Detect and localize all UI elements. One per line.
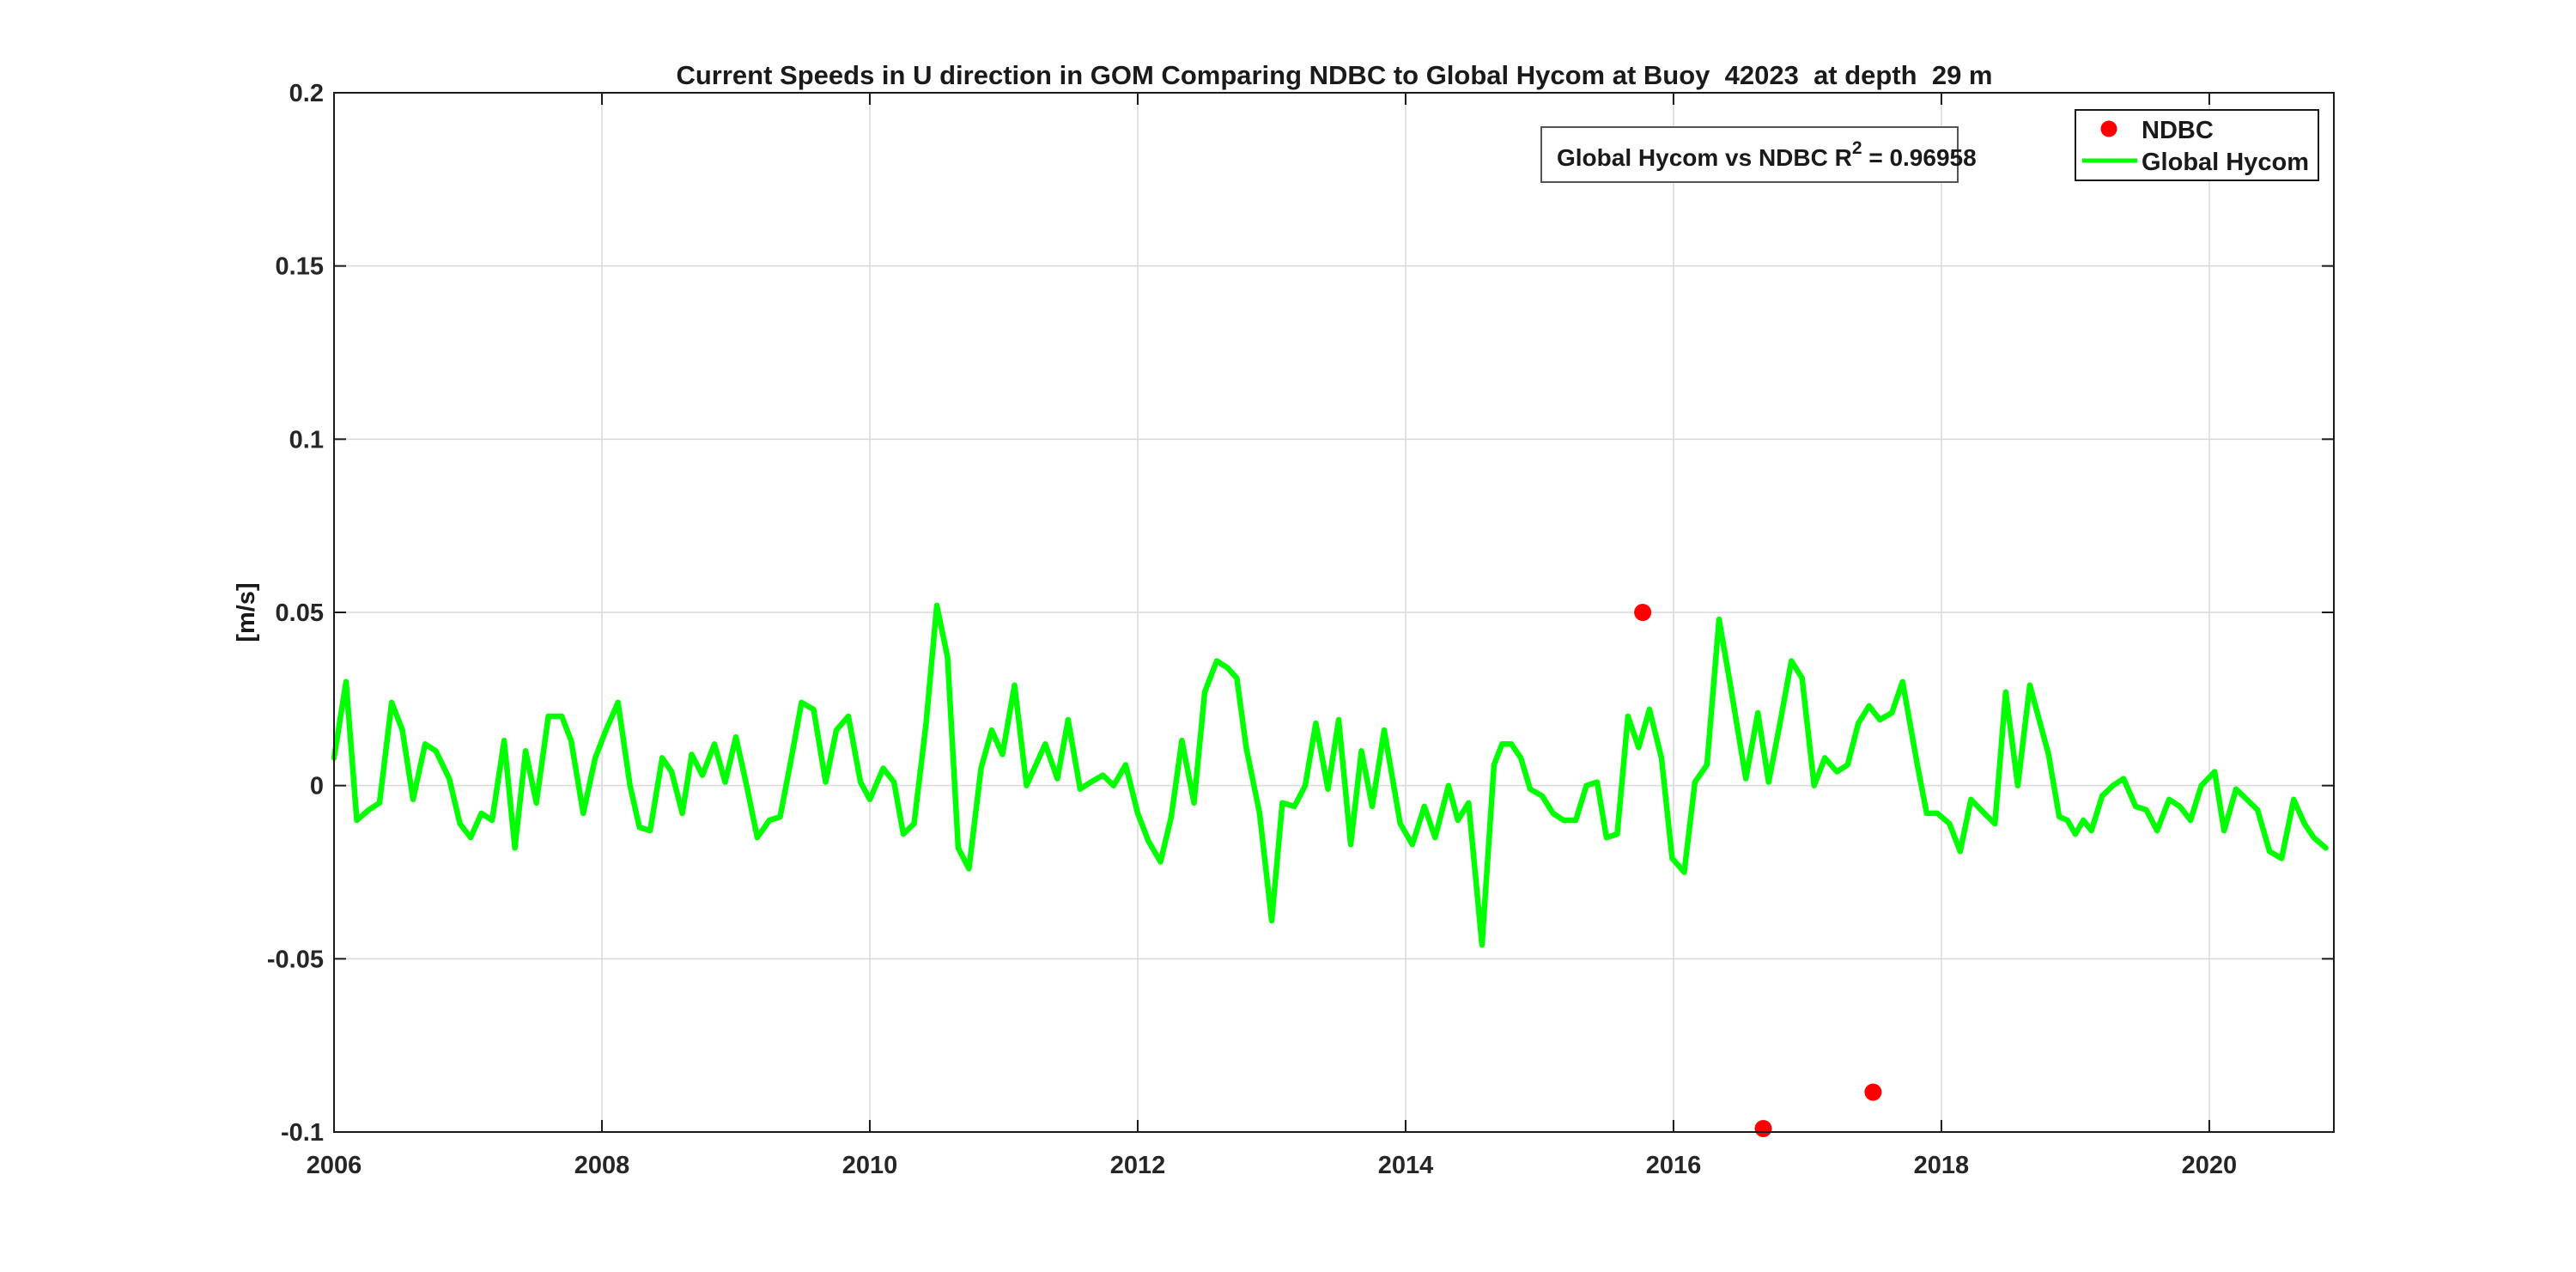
r2-text-superscript: 2: [1852, 138, 1862, 158]
r2-annotation-box: [1540, 126, 1959, 183]
y-axis-label: [m/s]: [233, 582, 260, 642]
y-tick-label: -0.05: [267, 946, 324, 973]
legend-ndbc-marker-icon: [2100, 120, 2117, 137]
y-tick-label: 0.05: [276, 599, 324, 627]
x-tick-label: 2010: [842, 1152, 898, 1179]
ndbc-point: [1634, 604, 1652, 621]
y-tick-label: 0.1: [289, 426, 324, 453]
x-tick-label: 2014: [1378, 1152, 1434, 1179]
ndbc-point: [1864, 1083, 1882, 1101]
chart-title: Current Speeds in U direction in GOM Com…: [676, 60, 1992, 90]
y-tick-label: 0.2: [289, 80, 324, 107]
x-tick-label: 2020: [2182, 1152, 2238, 1179]
tick-label-layer: 2006 2008 2010 2012 2014 2016 2018 2020 0.2 0.15 0…: [267, 80, 2237, 1179]
series-layer: [331, 602, 2329, 1137]
r2-text-prefix: Global Hycom vs NDBC R: [1557, 144, 1852, 171]
y-tick-label: -0.1: [281, 1119, 324, 1147]
r2-annotation: Global Hycom vs NDBC R2 = 0.96958: [1540, 126, 1977, 183]
r2-text-suffix: = 0.96958: [1862, 144, 1977, 171]
x-tick-label: 2018: [1914, 1152, 1970, 1179]
hycom-line: [331, 602, 2329, 948]
legend-hycom-label: Global Hycom: [2142, 149, 2309, 176]
y-tick-label: 0.15: [276, 253, 324, 281]
y-tick-label: 0: [310, 773, 324, 800]
r2-annotation-text: Global Hycom vs NDBC R2 = 0.96958: [1557, 138, 1977, 171]
ndbc-point: [1754, 1120, 1772, 1137]
legend: NDBC Global Hycom: [2075, 109, 2319, 181]
x-tick-label: 2006: [307, 1152, 362, 1179]
legend-ndbc-label: NDBC: [2142, 117, 2214, 144]
grid-layer: [334, 93, 2334, 1132]
legend-box: [2075, 109, 2319, 181]
x-tick-label: 2012: [1110, 1152, 1166, 1179]
x-tick-label: 2016: [1646, 1152, 1702, 1179]
plot-frame: [333, 92, 2335, 1133]
x-tick-label: 2008: [574, 1152, 630, 1179]
